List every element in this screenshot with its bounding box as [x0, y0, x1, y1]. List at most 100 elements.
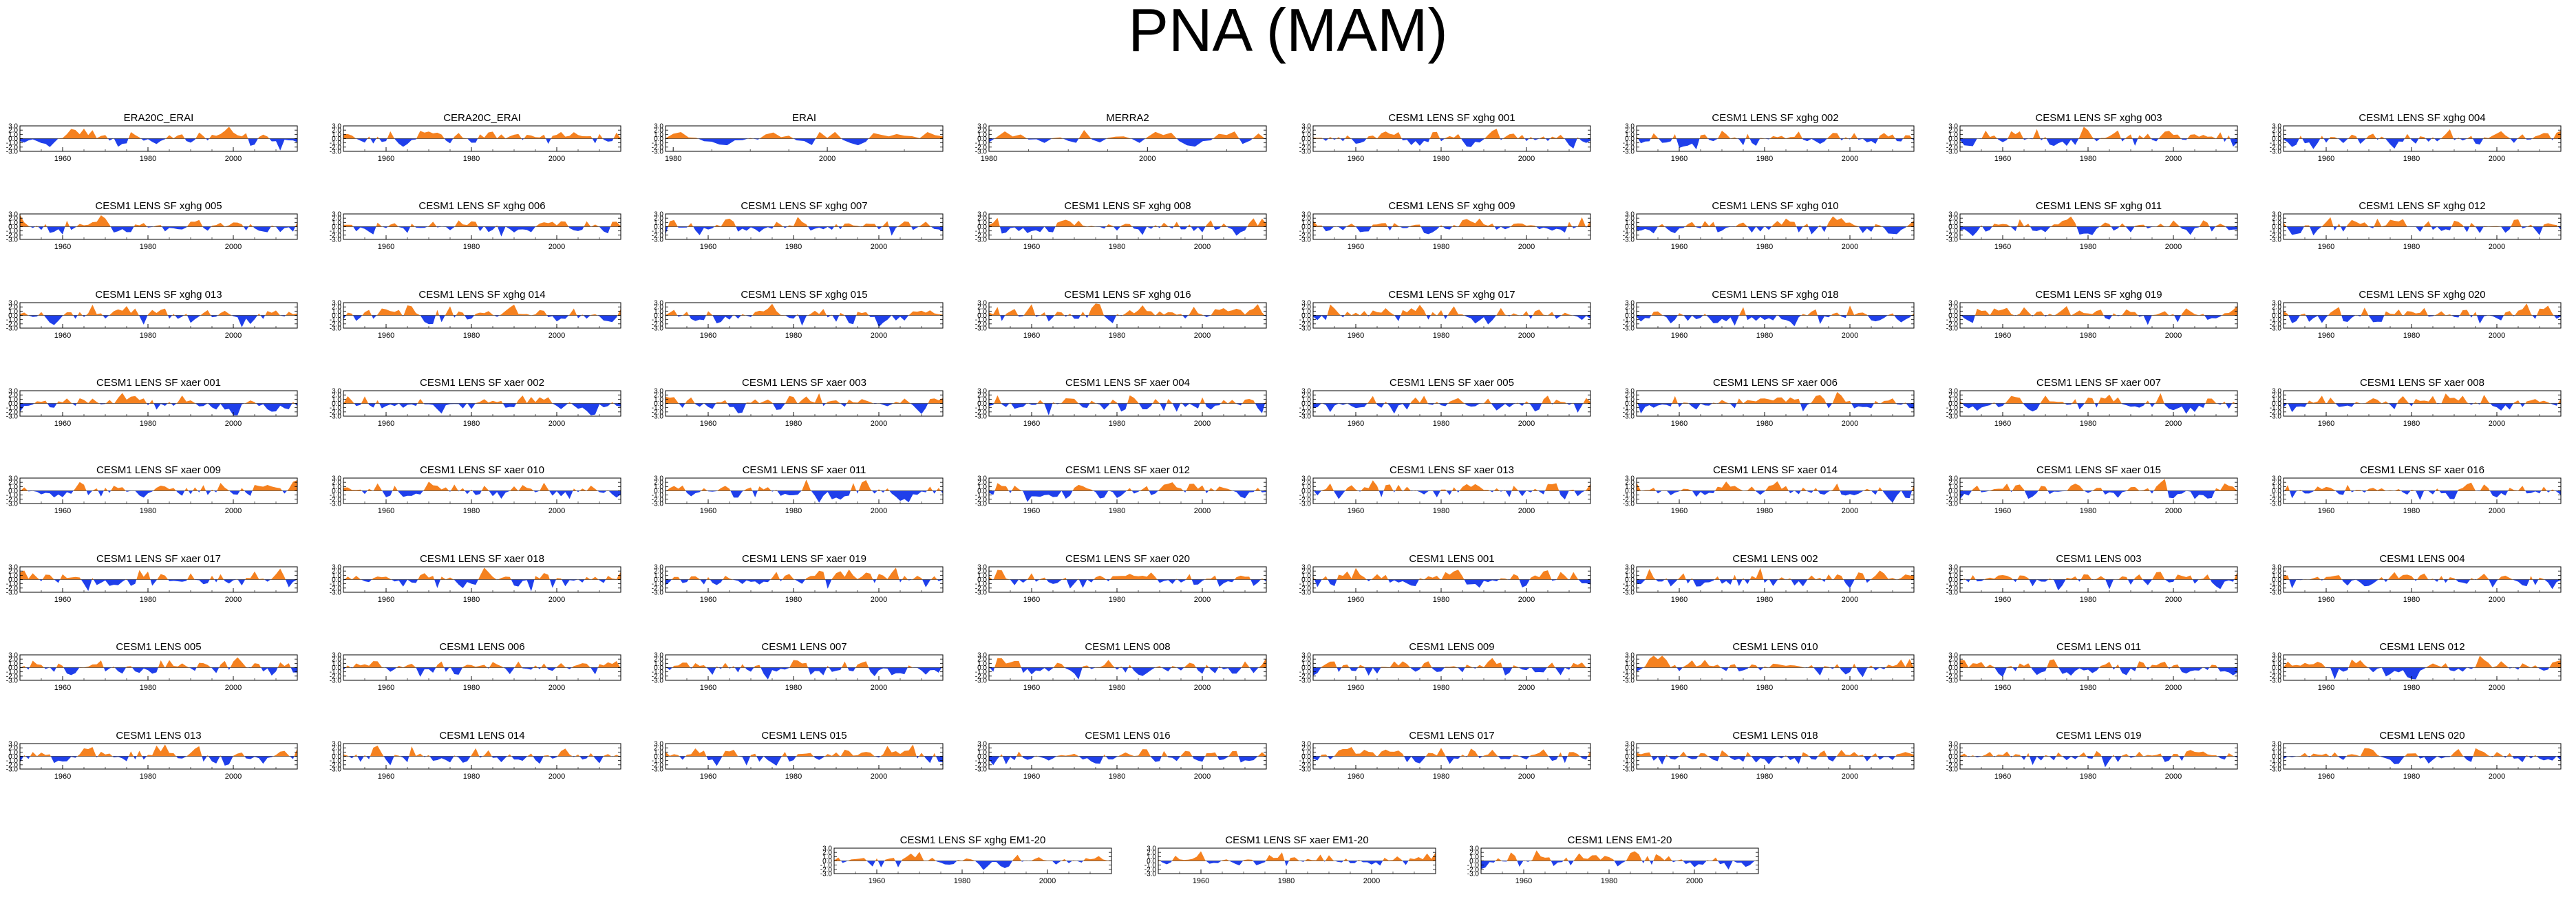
positive-area	[345, 304, 621, 316]
pna-panel-17: CESM1 LENS SF xghg 013 3.02.01.00.0-1.0-2…	[6, 289, 298, 340]
panel-title: CESM1 LENS SF xaer 001	[96, 377, 221, 389]
negative-area	[679, 756, 943, 766]
pna-panel-37: CESM1 LENS SF xaer 013 3.02.01.00.0-1.0-2…	[1299, 464, 1591, 515]
y-tick-label: 1.0	[8, 396, 18, 404]
positive-area	[1637, 750, 1914, 757]
x-tick-label: 1980	[2080, 772, 2096, 781]
positive-area	[20, 657, 291, 668]
y-tick-label: 1.0	[654, 308, 663, 316]
negative-area	[992, 579, 1266, 589]
panel-title: CESM1 LENS SF xghg 016	[1064, 289, 1191, 301]
y-tick-label: 0.0	[332, 576, 341, 584]
y-tick-label: 0.0	[1625, 224, 1635, 231]
pna-panel-48: CESM1 LENS 004 3.02.01.00.0-1.0-2.0-3.0 19…	[2270, 553, 2562, 604]
y-tick-label: -3.0	[1299, 237, 1312, 244]
y-tick-label: -1.0	[1145, 862, 1157, 869]
positive-area	[1327, 304, 1573, 316]
y-tick-label: 0.0	[8, 664, 18, 672]
positive-area	[343, 395, 614, 404]
y-tick-label: -1.0	[975, 316, 988, 324]
y-tick-label: -2.0	[330, 496, 342, 504]
pna-panel-36: CESM1 LENS SF xaer 012 3.02.01.00.0-1.0-2…	[975, 464, 1267, 515]
y-tick-label: 2.0	[654, 745, 663, 753]
y-tick-label: 2.0	[332, 127, 341, 135]
x-tick-label: 1980	[2403, 243, 2420, 251]
y-tick-label: -3.0	[2270, 237, 2282, 244]
y-tick-label: 3.0	[1301, 741, 1311, 748]
y-tick-label: 0.0	[8, 753, 18, 761]
y-tick-label: 3.0	[1948, 123, 1958, 131]
panel-title: CESM1 LENS SF xaer 009	[96, 464, 221, 476]
pna-panel-9: CESM1 LENS SF xghg 005 3.02.01.00.0-1.0-2…	[6, 200, 298, 251]
y-tick-label: 0.0	[8, 400, 18, 408]
y-tick-label: -2.0	[1946, 144, 1959, 151]
y-tick-label: -2.0	[975, 144, 988, 151]
y-tick-label: -2.0	[2270, 232, 2282, 239]
y-tick-label: -1.0	[975, 404, 988, 412]
y-tick-label: 0.0	[332, 753, 341, 761]
y-tick-label: 0.0	[1301, 488, 1311, 495]
x-tick-label: 1960	[2318, 332, 2334, 340]
x-tick-label: 1960	[1671, 507, 1688, 515]
negative-area	[698, 138, 869, 146]
y-tick-label: 2.0	[1469, 850, 1479, 857]
panel-title: CESM1 LENS SF xaer 003	[742, 377, 866, 389]
y-tick-label: 2.0	[8, 304, 18, 312]
y-tick-label: -1.0	[1946, 757, 1959, 765]
positive-area	[2284, 572, 2545, 580]
x-tick-label: 1960	[2318, 155, 2334, 163]
negative-area	[1322, 226, 1587, 235]
panel-title: CESM1 LENS SF xaer 012	[1065, 464, 1190, 476]
y-tick-label: 3.0	[1147, 845, 1156, 853]
x-tick-label: 2000	[2165, 507, 2182, 515]
y-tick-label: -1.0	[6, 404, 19, 412]
panel-title: CESM1 LENS SF xaer 010	[420, 464, 544, 476]
pna-panel-53: CESM1 LENS 009 3.02.01.00.0-1.0-2.0-3.0 19…	[1299, 641, 1591, 692]
x-tick-label: 1960	[700, 596, 716, 604]
y-tick-label: -2.0	[975, 232, 988, 239]
x-tick-label: 2000	[2489, 332, 2505, 340]
y-tick-label: 1.0	[2272, 308, 2281, 316]
x-tick-label: 2000	[2165, 420, 2182, 428]
negative-area	[343, 403, 621, 415]
negative-area	[39, 579, 297, 592]
y-tick-label: 0.0	[654, 400, 663, 408]
y-tick-label: 3.0	[822, 845, 832, 853]
y-tick-label: -1.0	[652, 140, 664, 147]
negative-area	[353, 226, 610, 237]
x-tick-label: 1960	[378, 420, 394, 428]
y-tick-label: 3.0	[654, 475, 663, 483]
pna-panel-50: CESM1 LENS 006 3.02.01.00.0-1.0-2.0-3.0 19…	[330, 641, 621, 692]
x-tick-label: 1980	[1756, 420, 1773, 428]
positive-area	[2284, 217, 2558, 227]
y-tick-label: 3.0	[1625, 564, 1635, 572]
y-tick-label: 3.0	[1301, 300, 1311, 307]
y-tick-label: -2.0	[1946, 232, 1959, 239]
y-tick-label: -3.0	[6, 766, 19, 774]
y-tick-label: 0.0	[654, 753, 663, 761]
x-tick-label: 1980	[1756, 155, 1773, 163]
x-tick-label: 1980	[463, 596, 480, 604]
x-tick-label: 2000	[1518, 332, 1535, 340]
x-tick-label: 1980	[1433, 772, 1449, 781]
x-tick-label: 1960	[2318, 507, 2334, 515]
x-tick-label: 1980	[1601, 877, 1617, 885]
x-tick-label: 1980	[1109, 243, 1125, 251]
panel-title: CESM1 LENS SF xaer 006	[1713, 377, 1838, 389]
y-tick-label: 3.0	[8, 388, 18, 396]
negative-area	[989, 403, 1266, 415]
y-tick-label: 1.0	[977, 308, 987, 316]
pna-panel-56: CESM1 LENS 012 3.02.01.00.0-1.0-2.0-3.0 19…	[2270, 641, 2562, 692]
y-tick-label: 1.0	[1948, 131, 1958, 139]
x-tick-label: 1960	[378, 596, 394, 604]
y-tick-label: -2.0	[1623, 232, 1635, 239]
panel-title: CESM1 LENS SF xghg 006	[418, 200, 545, 212]
y-tick-label: 3.0	[332, 388, 341, 396]
positive-area	[2296, 748, 2537, 757]
y-tick-label: 3.0	[8, 211, 18, 219]
x-tick-label: 2000	[1518, 155, 1535, 163]
y-tick-label: -2.0	[330, 409, 342, 416]
y-tick-label: 1.0	[977, 749, 987, 757]
panel-title: CESM1 LENS 013	[116, 730, 201, 742]
